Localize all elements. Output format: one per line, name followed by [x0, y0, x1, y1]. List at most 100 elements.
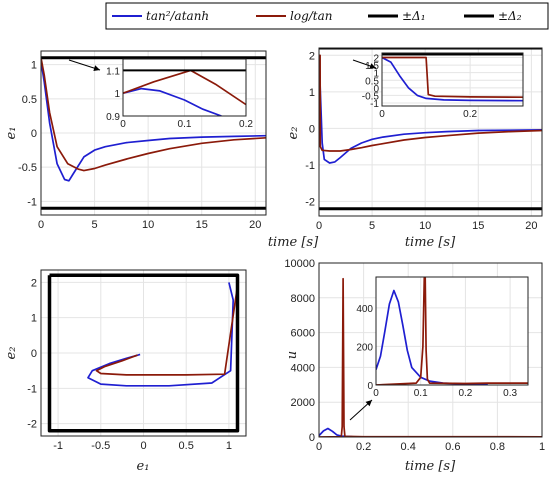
y-tick-label: 1	[114, 89, 120, 100]
x-tick-label: 20	[525, 220, 537, 232]
x-tick-label: 0.2	[458, 388, 472, 399]
y-tick-label: -1	[370, 99, 379, 110]
y-tick-label: -2	[27, 419, 37, 431]
inset-arrow-head	[365, 400, 372, 407]
x-axis-label: time [s]	[405, 235, 456, 250]
y-axis-label: e₂	[286, 127, 301, 140]
x-tick-label: 10	[419, 220, 431, 232]
x-tick-label: 15	[472, 220, 484, 232]
y-tick-label: 8000	[291, 293, 315, 305]
axes-frame	[40, 269, 247, 437]
inset-1: 0 0.1 0.2 0.9 1 1.1	[106, 58, 253, 130]
y-tick-label: 0	[373, 84, 379, 95]
series-line	[382, 56, 523, 102]
x-tick-label: 0	[38, 219, 44, 231]
axes-frame	[381, 52, 524, 107]
y-tick-label: 1	[373, 69, 379, 80]
y-tick-label: 6000	[291, 328, 315, 340]
x-tick-label: 0.2	[239, 119, 253, 130]
x-tick-label: 0	[379, 109, 385, 120]
y-tick-label: -2	[305, 196, 315, 208]
series-group	[123, 69, 246, 116]
x-tick-label: 20	[249, 219, 261, 231]
y-axis-label: u	[285, 351, 300, 359]
x-axis-label: time [s]	[405, 459, 456, 474]
series-group	[382, 53, 523, 102]
x-tick-label: 0.2	[463, 109, 477, 120]
x-tick-label: 0.1	[178, 119, 192, 130]
y-tick-label: 10000	[284, 258, 315, 270]
x-tick-label: 5	[369, 220, 375, 232]
x-tick-label: 5	[92, 219, 98, 231]
y-tick-label: 0	[309, 432, 315, 444]
y-tick-label: -0.5	[18, 162, 37, 174]
inset-4: 0 0.1 0.2 0.3 0 200 400	[356, 276, 529, 399]
y-tick-label: 1.1	[106, 66, 120, 77]
x-axis-label: e₁	[137, 459, 150, 474]
axes-frame	[318, 47, 543, 217]
series-line	[319, 55, 542, 164]
y-tick-label: 2	[31, 277, 37, 289]
x-tick-label: 0	[120, 119, 126, 130]
legend-label: ±Δ₂	[498, 9, 522, 23]
x-tick-label: 0.5	[179, 440, 194, 452]
series-group	[319, 48, 542, 211]
x-tick-label: 1	[226, 440, 232, 452]
x-tick-label: 0.1	[414, 388, 428, 399]
y-tick-label: -1	[305, 160, 315, 172]
x-tick-label: 1	[539, 441, 545, 453]
y-tick-label: 0	[309, 123, 315, 135]
y-tick-label: 1	[309, 87, 315, 99]
axes-frame	[122, 58, 247, 117]
x-tick-label: 0.3	[503, 388, 517, 399]
y-axis-label: e₂	[4, 347, 19, 360]
y-tick-label: 4000	[291, 362, 315, 374]
panel-4: 0 0.2 0.4 0.6 0.8 1 0 2000 4000 6000 8000 10000 time…	[284, 258, 545, 474]
axes-frame	[375, 276, 529, 386]
series-line	[123, 87, 222, 116]
y-tick-label: 2000	[291, 397, 315, 409]
panel-3: -1 -0.5 0 0.5 1 -2 -1 0 1 2 e₁ e₂	[4, 269, 247, 474]
inset-2: 00.2-1-0.500.511.52	[362, 52, 524, 120]
y-tick-label: 2	[373, 54, 379, 65]
axes-frame	[40, 50, 267, 216]
y-axis-label: e₁	[4, 127, 19, 140]
y-tick-label: 0.5	[22, 94, 37, 106]
series-group	[47, 273, 240, 433]
y-tick-label: 0.5	[365, 76, 379, 87]
legend: tan²/atanh log/tan ±Δ₁ ±Δ₂	[105, 2, 549, 30]
y-tick-label: 200	[356, 342, 373, 353]
series-line	[95, 282, 239, 376]
x-tick-label: 0	[140, 440, 146, 452]
legend-label: tan²/atanh	[146, 9, 209, 23]
y-tick-label: 0	[31, 128, 37, 140]
y-tick-label: 0	[31, 348, 37, 360]
x-tick-label: 10	[142, 219, 154, 231]
series-group	[41, 56, 266, 210]
y-tick-label: 1	[31, 313, 37, 325]
y-tick-label: -1	[27, 196, 37, 208]
y-tick-label: 1	[31, 60, 37, 72]
inset-arrow-head	[93, 65, 100, 72]
x-axis-label: time [s]	[268, 235, 319, 250]
x-tick-label: 0.6	[445, 441, 460, 453]
series-line	[376, 277, 528, 385]
y-tick-label: -0.5	[362, 91, 380, 102]
x-tick-label: 15	[196, 219, 208, 231]
series-line	[41, 57, 266, 172]
x-tick-label: 0.8	[490, 441, 505, 453]
x-tick-label: -0.5	[91, 440, 110, 452]
legend-label: log/tan	[290, 9, 333, 23]
y-tick-label: 0	[367, 381, 373, 392]
y-tick-label: 400	[356, 304, 373, 315]
series-line	[382, 56, 523, 99]
x-tick-label: 0.4	[401, 441, 416, 453]
axes-frame	[318, 262, 543, 438]
x-tick-label: 0	[316, 220, 322, 232]
x-tick-label: -1	[53, 440, 63, 452]
y-tick-label: 0.9	[106, 112, 120, 123]
x-tick-label: 0.2	[356, 441, 371, 453]
